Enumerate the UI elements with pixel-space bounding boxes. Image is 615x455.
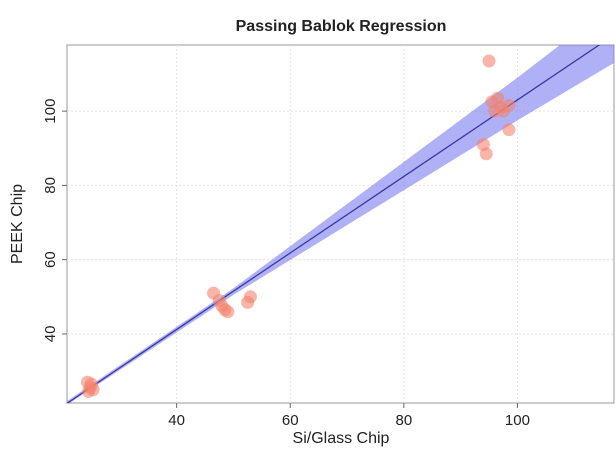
regression-line — [67, 45, 601, 403]
x-tick-label: 100 — [505, 412, 530, 429]
x-tick-label: 40 — [168, 412, 185, 429]
x-axis-label: Si/Glass Chip — [293, 430, 390, 447]
data-point — [502, 99, 516, 113]
y-tick-label: 100 — [42, 99, 59, 124]
data-point — [221, 305, 235, 319]
confidence-band — [67, 45, 614, 403]
plot-layer — [67, 45, 614, 403]
x-tick-label: 80 — [395, 412, 412, 429]
x-tick-label: 60 — [282, 412, 299, 429]
chart-title: Passing Bablok Regression — [236, 18, 447, 35]
y-tick-label: 40 — [42, 326, 59, 343]
data-point — [479, 147, 493, 161]
y-tick-label: 80 — [42, 177, 59, 194]
data-point — [482, 54, 496, 68]
y-tick-label: 60 — [42, 251, 59, 268]
y-axis-label: PEEK Chip — [9, 184, 26, 264]
data-point — [241, 295, 255, 309]
data-point — [86, 383, 100, 397]
data-point — [502, 123, 516, 137]
